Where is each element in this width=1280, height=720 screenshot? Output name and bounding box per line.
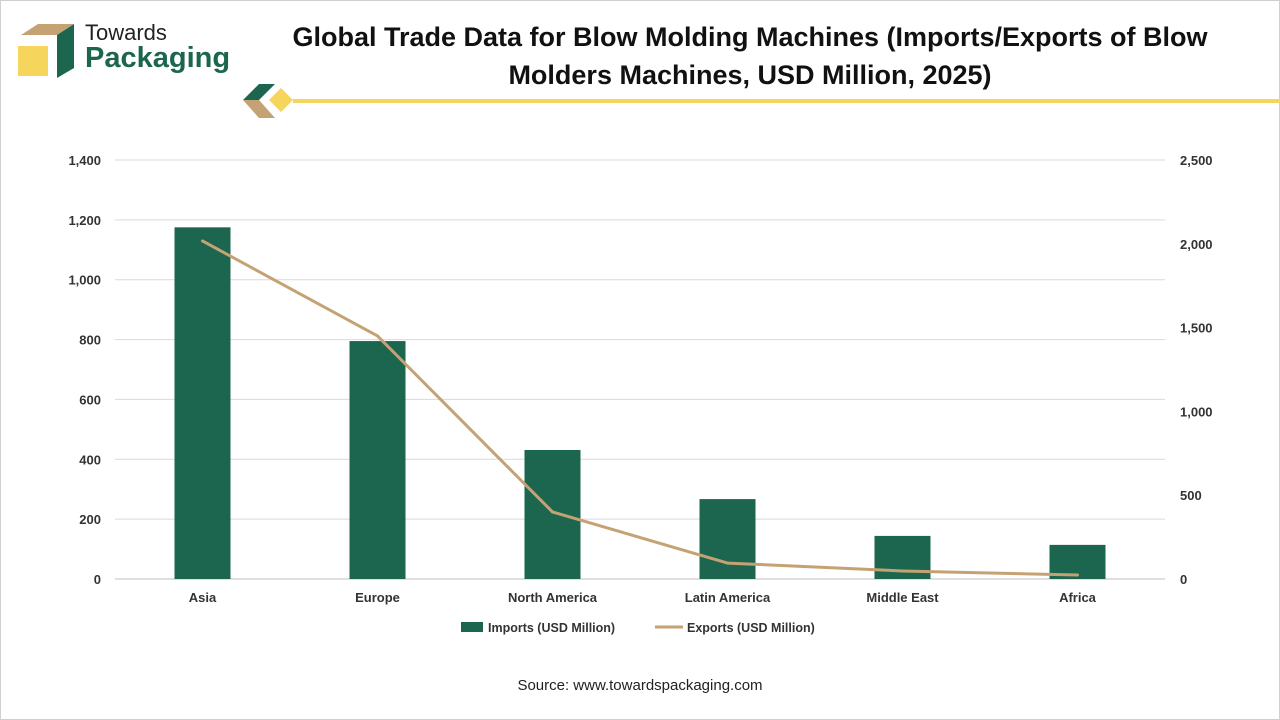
exports-point: [376, 334, 379, 338]
left-axis-tick-label: 1,000: [68, 273, 101, 288]
left-axis-tick-label: 1,200: [68, 213, 101, 228]
left-axis-tick-label: 1,400: [68, 153, 101, 168]
left-axis-tick-label: 400: [79, 452, 101, 467]
left-axis-tick-label: 800: [79, 333, 101, 348]
right-axis-tick-label: 1,000: [1180, 404, 1213, 419]
legend-exports-label: Exports (USD Million): [687, 621, 815, 635]
exports-point: [1076, 573, 1079, 577]
line-exports: [201, 239, 1078, 577]
right-axis-tick-label: 500: [1180, 488, 1202, 503]
source-note: Source: www.towardspackaging.com: [517, 677, 763, 694]
x-axis-category-label: Latin America: [685, 590, 771, 605]
bar-imports-asia: [174, 227, 231, 579]
right-axis-tick-label: 1,500: [1180, 321, 1213, 336]
legend-imports-swatch: [461, 622, 483, 632]
x-axis-category-label: Asia: [189, 590, 217, 605]
left-axis-tick-label: 200: [79, 512, 101, 527]
bar-imports-north-america: [524, 450, 581, 579]
brand-logo-icon: [18, 24, 74, 78]
right-axis-tick-label: 2,500: [1180, 153, 1213, 168]
exports-point: [726, 561, 729, 565]
exports-point: [551, 510, 554, 514]
bar-imports-latin-america: [699, 499, 756, 579]
x-axis-category-label: Middle East: [866, 590, 939, 605]
x-axis-category-label: Africa: [1059, 590, 1097, 605]
legend-imports-label: Imports (USD Million): [488, 621, 615, 635]
x-axis-category-label: Europe: [355, 590, 400, 605]
chart-title: Global Trade Data for Blow Molding Machi…: [292, 22, 1208, 90]
brand-name-line1: Towards: [85, 20, 167, 45]
brand-name-line2: Packaging: [85, 42, 231, 74]
right-axis-tick-label: 2,000: [1180, 237, 1213, 252]
left-axis-tick-label: 600: [79, 392, 101, 407]
exports-point: [901, 569, 904, 573]
bar-imports-europe: [349, 341, 406, 579]
right-axis-tick-label: 0: [1180, 572, 1187, 587]
exports-point: [201, 239, 204, 243]
title-underline-decoration-icon: [243, 84, 1280, 118]
left-axis-tick-label: 0: [94, 572, 101, 587]
x-axis-category-label: North America: [508, 590, 598, 605]
